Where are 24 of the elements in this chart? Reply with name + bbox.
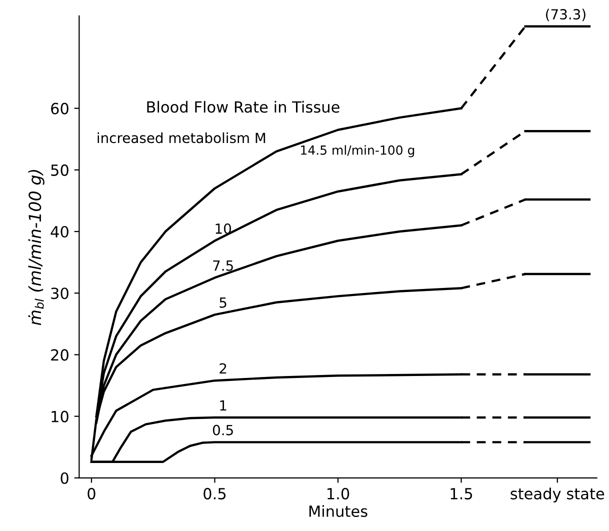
- x-tick-label: steady state: [510, 488, 604, 502]
- y-tick-label: 50: [51, 164, 68, 176]
- text: increased metabolism M: [98, 132, 266, 144]
- y-tick-label: 0: [60, 472, 68, 484]
- annotation: 5: [220, 297, 226, 308]
- annotation: 2: [220, 363, 226, 374]
- y-tick-label: 20: [51, 349, 68, 361]
- annotation: 0.5: [212, 424, 233, 436]
- annotation: 1: [220, 400, 226, 410]
- annotation: 10: [216, 223, 231, 234]
- annotation: 7.5: [213, 260, 233, 271]
- annotation: (73.3): [546, 8, 586, 22]
- text: Blood Flow Rate in Tissue: [147, 100, 340, 113]
- y-tick-label: 10: [52, 410, 68, 422]
- x-tick-label: 0.5: [204, 488, 226, 500]
- x-tick-label: 1.5: [450, 488, 472, 500]
- y-tick-label: 60: [51, 102, 68, 114]
- y-tick-label: 30: [51, 288, 68, 300]
- x-tick-label: 0: [88, 488, 96, 500]
- x-axis-title: Minutes: [309, 505, 368, 518]
- y-axis-title: ṁ$_{bl}$ (ml/min-100 g): [28, 170, 44, 326]
- x-tick-label: 1.0: [328, 488, 350, 500]
- y-tick-label: 40: [50, 226, 68, 238]
- annotation: 14.5 ml/min-100 g: [301, 145, 414, 158]
